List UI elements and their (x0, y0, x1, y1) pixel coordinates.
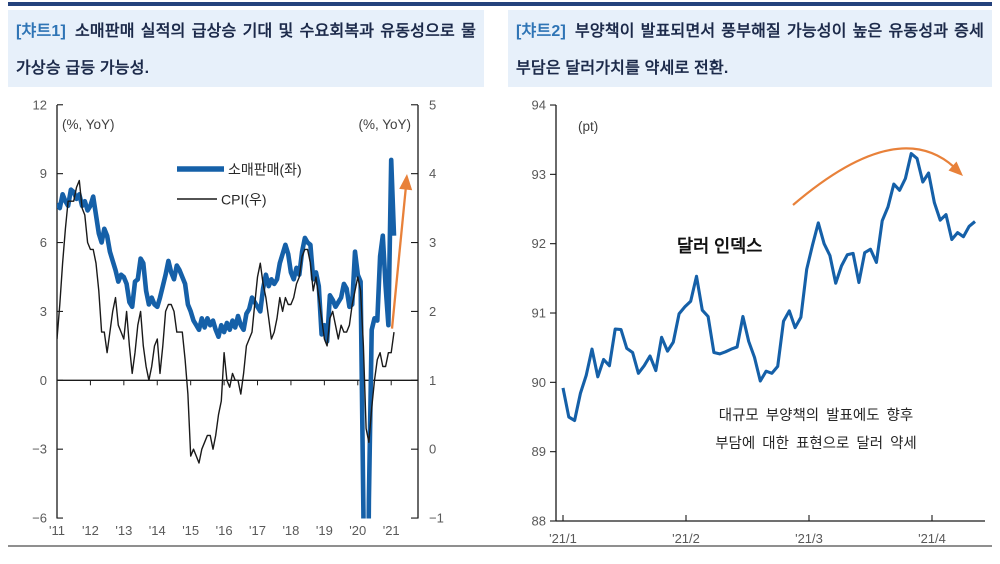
chart1-right-tick-label: 4 (429, 166, 436, 181)
chart2-y-tick-label: 89 (532, 444, 546, 459)
chart2-annotation-line2: 부담에 대한 표현으로 달러 약세 (715, 435, 917, 452)
chart1-year-label: '16 (216, 523, 233, 538)
chart2-unit-label: (pt) (578, 119, 598, 134)
chart1-series-retail-sales (57, 157, 397, 519)
chart1-legend-label-cpi: CPI(우) (221, 192, 267, 208)
chart2-x-tick-label: '21/4 (918, 531, 946, 546)
chart1-right-tick-label: 5 (429, 97, 436, 112)
chart2-y-tick-label: 93 (532, 167, 546, 182)
chart2-annotation-line1: 대규모 부양책의 발표에도 향후 (719, 407, 914, 424)
chart1-year-label: '20 (349, 523, 366, 538)
chart1-year-label: '15 (182, 523, 199, 538)
top-divider-bar (8, 2, 992, 6)
chart2-x-tick-label: '21/1 (549, 531, 577, 546)
chart1-right-tick-label: 3 (429, 235, 436, 250)
chart1-year-label: '14 (149, 523, 166, 538)
chart1-tag: [챠트1] (16, 23, 66, 40)
chart1-left-tick-label: 6 (40, 235, 47, 250)
chart2-title-text: 부양책이 발표되면서 풍부해질 가능성이 높은 유동성과 증세부담은 달러가치를… (516, 23, 984, 77)
chart1-legend-label-retail: 소매판매(좌) (228, 162, 302, 178)
chart1-title-band: [챠트1] 소매판매 실적의 급상승 기대 및 수요회복과 유동성으로 물가상승 … (8, 10, 484, 87)
chart1-series-cpi (57, 179, 395, 464)
chart1-year-label: '12 (82, 523, 99, 538)
chart2-x-tick-label: '21/3 (795, 531, 823, 546)
chart1-year-label: '21 (383, 523, 400, 538)
chart1-left-tick-label: 12 (33, 97, 47, 112)
chart2-y-tick-label: 90 (532, 375, 546, 390)
chart1-left-tick-label: 9 (40, 166, 47, 181)
chart1-forecast-arrowhead-icon (399, 174, 413, 191)
chart2-y-tick-label: 91 (532, 306, 546, 321)
chart2-trend-arrowhead-icon (948, 161, 963, 176)
chart1-left-unit-label: (%, YoY) (62, 117, 115, 132)
chart2-y-tick-label: 94 (532, 98, 546, 113)
chart2-tag: [챠트2] (516, 23, 566, 40)
chart1-right-tick-label: 2 (429, 304, 436, 319)
chart2-title-band: [챠트2] 부양책이 발표되면서 풍부해질 가능성이 높은 유동성과 증세부담은 … (508, 10, 992, 87)
chart1-forecast-arrow (390, 187, 407, 329)
chart2-trend-arrow (792, 147, 955, 206)
chart1-left-tick-label: −3 (32, 442, 47, 457)
chart2-series-dollar-index (561, 152, 976, 423)
chart1-year-label: '19 (316, 523, 333, 538)
chart1-left-tick-label: 3 (40, 304, 47, 319)
chart2-series-label: 달러 인덱스 (677, 236, 762, 256)
bottom-divider-rule (8, 545, 992, 547)
chart1-title-text: 소매판매 실적의 급상승 기대 및 수요회복과 유동성으로 물가상승 급등 가능… (16, 23, 476, 77)
chart1-right-tick-label: −1 (429, 511, 444, 526)
chart2-y-tick-label: 92 (532, 236, 546, 251)
chart1-right-unit-label: (%, YoY) (358, 117, 411, 132)
chart1-right-tick-label: 1 (429, 373, 436, 388)
chart1-left-tick-label: −6 (32, 511, 47, 526)
chart1-year-label: '17 (249, 523, 266, 538)
chart1-left-tick-label: 0 (40, 373, 47, 388)
chart1-year-label: '13 (115, 523, 132, 538)
chart1-right-tick-label: 0 (429, 442, 436, 457)
chart1-year-label: '11 (49, 523, 65, 538)
chart2-x-tick-label: '21/2 (672, 531, 700, 546)
chart2-y-tick-label: 88 (532, 514, 546, 529)
chart1-year-label: '18 (282, 523, 299, 538)
